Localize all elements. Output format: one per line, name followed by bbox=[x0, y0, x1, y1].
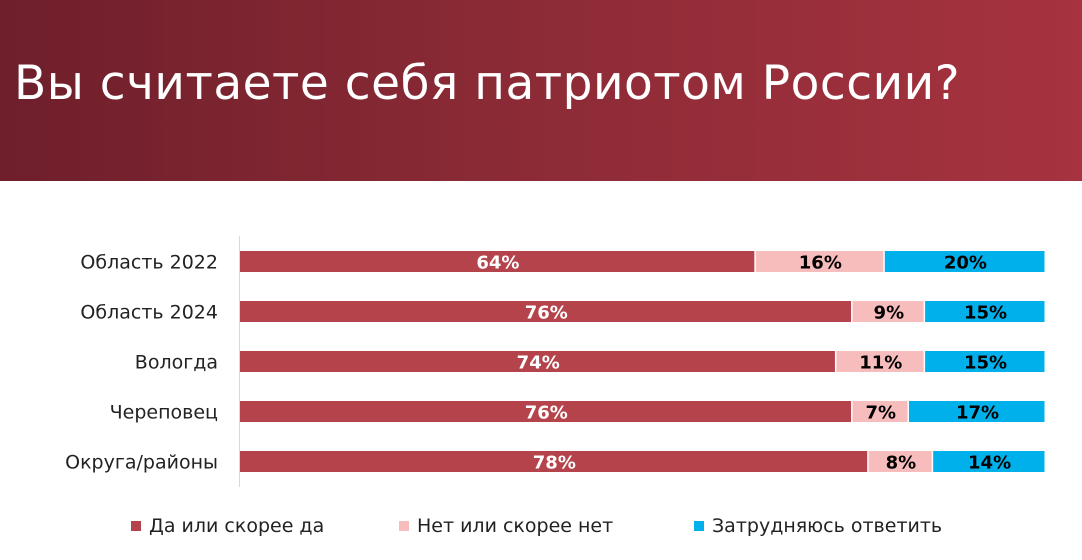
bar-segment bbox=[925, 351, 1045, 372]
bar-segment bbox=[240, 251, 755, 272]
data-label: 15% bbox=[964, 353, 1007, 374]
data-label: 64% bbox=[476, 253, 519, 274]
legend-swatch bbox=[131, 521, 141, 531]
bar-segment bbox=[933, 451, 1045, 472]
category-label: Округа/районы bbox=[65, 452, 218, 474]
data-label: 17% bbox=[956, 403, 999, 424]
bar-segment bbox=[852, 401, 908, 422]
category-label: Череповец bbox=[110, 402, 218, 424]
bar-segment bbox=[868, 451, 932, 472]
data-label: 16% bbox=[799, 253, 842, 274]
data-label: 14% bbox=[968, 453, 1011, 474]
legend-swatch bbox=[399, 521, 409, 531]
legend-item: Затрудняюсь ответить bbox=[694, 513, 942, 539]
legend-label: Нет или скорее нет bbox=[417, 515, 614, 537]
bar-segment bbox=[852, 301, 924, 322]
data-label: 9% bbox=[874, 303, 905, 324]
data-label: 11% bbox=[859, 353, 902, 374]
chart-svg: Область 2022 64% 16% 20% Область 2024 76% 9% 15… bbox=[65, 236, 1045, 487]
category-label: Вологда bbox=[135, 352, 218, 374]
data-label: 7% bbox=[865, 403, 896, 424]
legend-label: Да или скорее да bbox=[149, 515, 325, 537]
legend-item: Нет или скорее нет bbox=[399, 513, 613, 539]
legend-swatch bbox=[694, 521, 704, 531]
bar-segment bbox=[836, 351, 924, 372]
data-label: 15% bbox=[964, 303, 1007, 324]
bar-segment bbox=[884, 251, 1045, 272]
bar-segment bbox=[240, 351, 835, 372]
bar-segment bbox=[240, 401, 852, 422]
bar-segment bbox=[240, 301, 852, 322]
data-label: 74% bbox=[517, 353, 560, 374]
page-title: Вы считаете себя патриотом России? bbox=[14, 56, 961, 111]
header-banner: Вы считаете себя патриотом России? bbox=[0, 0, 1082, 181]
bar-segment bbox=[240, 451, 868, 472]
category-label: Область 2022 bbox=[80, 252, 218, 274]
chart-legend: Да или скорее да Нет или скорее нет Затруд… bbox=[0, 513, 1082, 539]
legend-item: Да или скорее да bbox=[131, 513, 324, 539]
data-label: 76% bbox=[525, 303, 568, 324]
category-label: Область 2024 bbox=[80, 302, 218, 324]
data-label: 8% bbox=[886, 453, 917, 474]
data-label: 20% bbox=[944, 253, 987, 274]
bar-segment bbox=[908, 401, 1045, 422]
data-label: 78% bbox=[533, 453, 576, 474]
bar-segment bbox=[925, 301, 1045, 322]
stacked-bar-chart: Область 2022 64% 16% 20% Область 2024 76% 9% 15… bbox=[0, 181, 1082, 560]
legend-label: Затрудняюсь ответить bbox=[712, 515, 943, 537]
data-label: 76% bbox=[525, 403, 568, 424]
bar-segment bbox=[755, 251, 884, 272]
